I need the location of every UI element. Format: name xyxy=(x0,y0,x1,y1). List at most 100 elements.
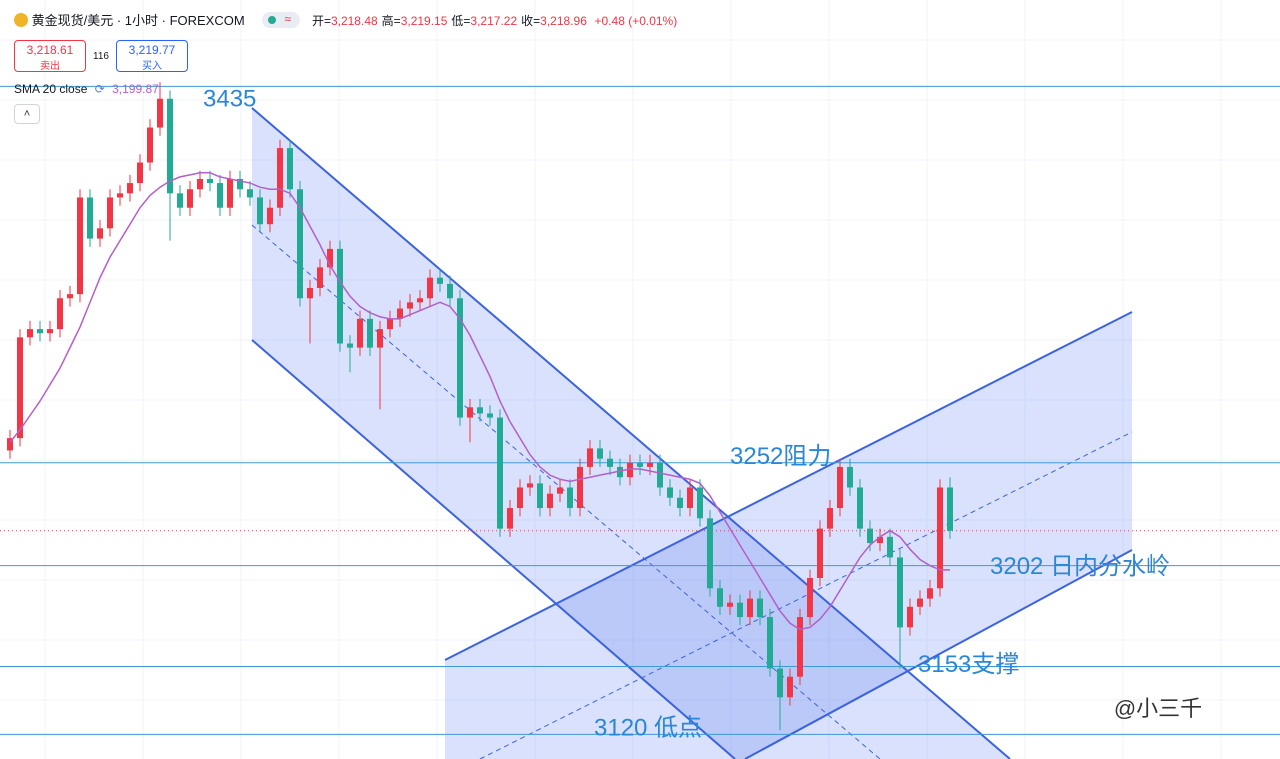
candle-body xyxy=(617,466,623,478)
candle-body xyxy=(687,487,693,509)
candle-body xyxy=(517,487,523,509)
change: +0.48 (+0.01%) xyxy=(594,14,678,28)
sell-button[interactable]: 3,218.61 卖出 xyxy=(14,40,86,72)
candle-body xyxy=(887,536,893,558)
candle-body xyxy=(607,458,613,467)
candle-body xyxy=(47,329,53,334)
channel-mid xyxy=(479,431,1133,759)
candle-body xyxy=(577,466,583,509)
candle-body xyxy=(237,178,243,190)
candle-body xyxy=(307,287,313,299)
buy-button[interactable]: 3,219.77 买入 xyxy=(116,40,188,72)
channel-line xyxy=(251,339,736,759)
candle-body xyxy=(857,487,863,529)
ohlc-value: 3,219.15 xyxy=(400,14,448,28)
level-label: 3252阻力 xyxy=(730,443,831,470)
spread: 116 xyxy=(93,51,109,62)
collapse-button[interactable]: ˄ xyxy=(14,104,40,124)
ohlc-value: 3,218.48 xyxy=(330,14,378,28)
ohlc-label: 开= xyxy=(311,14,331,28)
candle-body xyxy=(477,407,483,414)
candle-body xyxy=(337,248,343,344)
candle-body xyxy=(507,508,513,529)
candle-body xyxy=(817,528,823,578)
candle-body xyxy=(437,277,443,284)
candle-body xyxy=(947,487,953,531)
symbol-icon xyxy=(14,13,28,27)
candle-body xyxy=(407,302,413,309)
candle-body xyxy=(587,448,593,467)
candle-body xyxy=(257,197,263,225)
sell-label: 卖出 xyxy=(40,61,60,72)
candle-body xyxy=(777,668,783,698)
candle-body xyxy=(177,193,183,208)
candle-body xyxy=(787,676,793,698)
candle-body xyxy=(537,483,543,509)
candle-body xyxy=(147,127,153,163)
candle-body xyxy=(547,493,553,509)
watermark: @小三千 xyxy=(1114,696,1202,721)
sma-line xyxy=(9,172,951,631)
level-labels: 3435 3252阻力 3202 日内分水岭 3153支撑 3120 低点 xyxy=(203,86,1170,742)
candle-body xyxy=(637,462,643,467)
candle-body xyxy=(867,528,873,544)
candle-body xyxy=(267,207,273,225)
candle-body xyxy=(347,343,353,348)
candle-body xyxy=(677,497,683,509)
candle-body xyxy=(847,466,853,488)
candle-body xyxy=(297,189,303,299)
symbol-row: 黄金现货/美元 · 1小时 · FOREXCOM ≈ 开=3,218.48 高=3… xyxy=(14,10,677,29)
candle-body xyxy=(77,197,83,295)
candle-body xyxy=(897,557,903,628)
candle-body xyxy=(487,413,493,418)
candle-body xyxy=(127,183,133,194)
candle-body xyxy=(737,602,743,618)
candle-body xyxy=(417,298,423,303)
candle-body xyxy=(697,487,703,519)
candle-body xyxy=(107,197,113,229)
channel-line xyxy=(444,311,1133,661)
candle-body xyxy=(277,148,283,208)
candle-body xyxy=(157,98,163,128)
candle-body xyxy=(397,308,403,319)
sma-icon: ⟳ xyxy=(94,82,105,96)
ohlc-label: 高= xyxy=(381,14,401,28)
candles xyxy=(7,82,953,731)
candle-body xyxy=(327,248,333,268)
candle-body xyxy=(207,178,213,184)
candle-body xyxy=(427,277,433,299)
symbol: 黄金现货/美元 · 1小时 · FOREXCOM xyxy=(31,13,245,28)
sma-value: 3,199.87 xyxy=(112,82,159,96)
up-channel xyxy=(445,312,1132,759)
level-label: 3120 低点 xyxy=(594,715,702,742)
channel-mid xyxy=(251,224,881,759)
sma-label: SMA 20 close xyxy=(14,82,88,96)
candle-body xyxy=(597,448,603,459)
candle-body xyxy=(557,487,563,494)
candle-body xyxy=(747,598,753,618)
candle-body xyxy=(17,337,23,439)
level-label: 3202 日内分水岭 xyxy=(990,553,1170,580)
candle-body xyxy=(87,197,93,239)
candle-body xyxy=(457,298,463,418)
candle-body xyxy=(827,508,833,529)
candle-body xyxy=(717,588,723,607)
candle-body xyxy=(727,602,733,607)
candle-body xyxy=(247,189,253,198)
buy-label: 买入 xyxy=(142,61,162,72)
candle-body xyxy=(37,329,43,334)
candle-body xyxy=(7,438,13,451)
candle-body xyxy=(67,294,73,299)
candle-body xyxy=(927,588,933,599)
channel-line xyxy=(251,107,1011,759)
candle-body xyxy=(657,462,663,488)
candle-body xyxy=(57,298,63,330)
ohlc-label: 低= xyxy=(451,14,471,28)
candle-body xyxy=(497,417,503,529)
candle-body xyxy=(667,487,673,498)
candle-body xyxy=(117,193,123,198)
